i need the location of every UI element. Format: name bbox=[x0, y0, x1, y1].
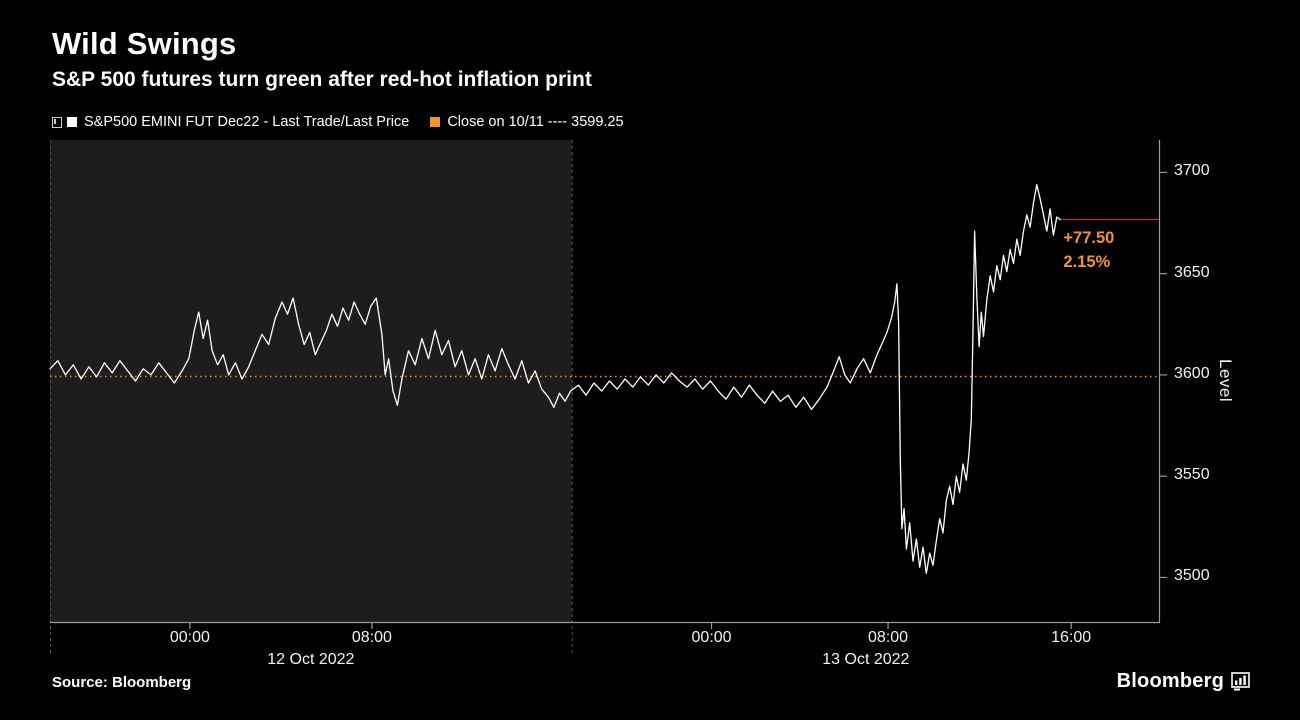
series-legend-label: S&P500 EMINI FUT Dec22 - Last Trade/Last… bbox=[84, 114, 410, 130]
close-legend-label: Close on 10/11 ---- 3599.25 bbox=[447, 114, 624, 130]
y-axis-title: Level bbox=[1216, 359, 1235, 403]
page-subtitle: S&P 500 futures turn green after red-hot… bbox=[52, 68, 592, 91]
date-label: 13 Oct 2022 bbox=[822, 651, 910, 668]
chart-legend: S&P500 EMINI FUT Dec22 - Last Trade/Last… bbox=[52, 114, 624, 130]
close-marker-icon bbox=[430, 117, 441, 127]
pct-change-value: 2.15% bbox=[1063, 253, 1111, 272]
page-title: Wild Swings bbox=[52, 26, 237, 61]
chart-key-icon bbox=[52, 116, 62, 128]
source-credit: Source: Bloomberg bbox=[52, 674, 192, 691]
y-tick-label: 3600 bbox=[1174, 364, 1210, 382]
x-tick-label: 16:00 bbox=[1051, 629, 1092, 646]
y-tick-label: 3550 bbox=[1174, 466, 1210, 484]
x-tick-label: 08:00 bbox=[868, 629, 909, 646]
date-label: 12 Oct 2022 bbox=[267, 651, 355, 668]
y-tick-label: 3500 bbox=[1174, 567, 1210, 585]
y-tick-label: 3700 bbox=[1174, 162, 1210, 180]
price-line-chart bbox=[49, 140, 1167, 656]
x-tick-label: 00:00 bbox=[169, 629, 210, 646]
x-tick-label: 08:00 bbox=[351, 629, 392, 646]
bloomberg-logo-text: Bloomberg bbox=[1116, 670, 1224, 692]
series-marker-icon bbox=[67, 117, 77, 127]
y-tick-label: 3650 bbox=[1174, 263, 1210, 281]
bloomberg-terminal-icon bbox=[1231, 672, 1250, 691]
net-change-value: +77.50 bbox=[1063, 229, 1115, 248]
x-tick-label: 00:00 bbox=[691, 629, 732, 646]
bloomberg-logo: Bloomberg bbox=[1117, 670, 1250, 693]
last-price-annotation: +77.50 2.15% bbox=[1063, 226, 1114, 274]
chart-plot-area: Level +77.50 2.15% 00:00 08:00 12 Oct 2022… bbox=[49, 140, 1260, 700]
